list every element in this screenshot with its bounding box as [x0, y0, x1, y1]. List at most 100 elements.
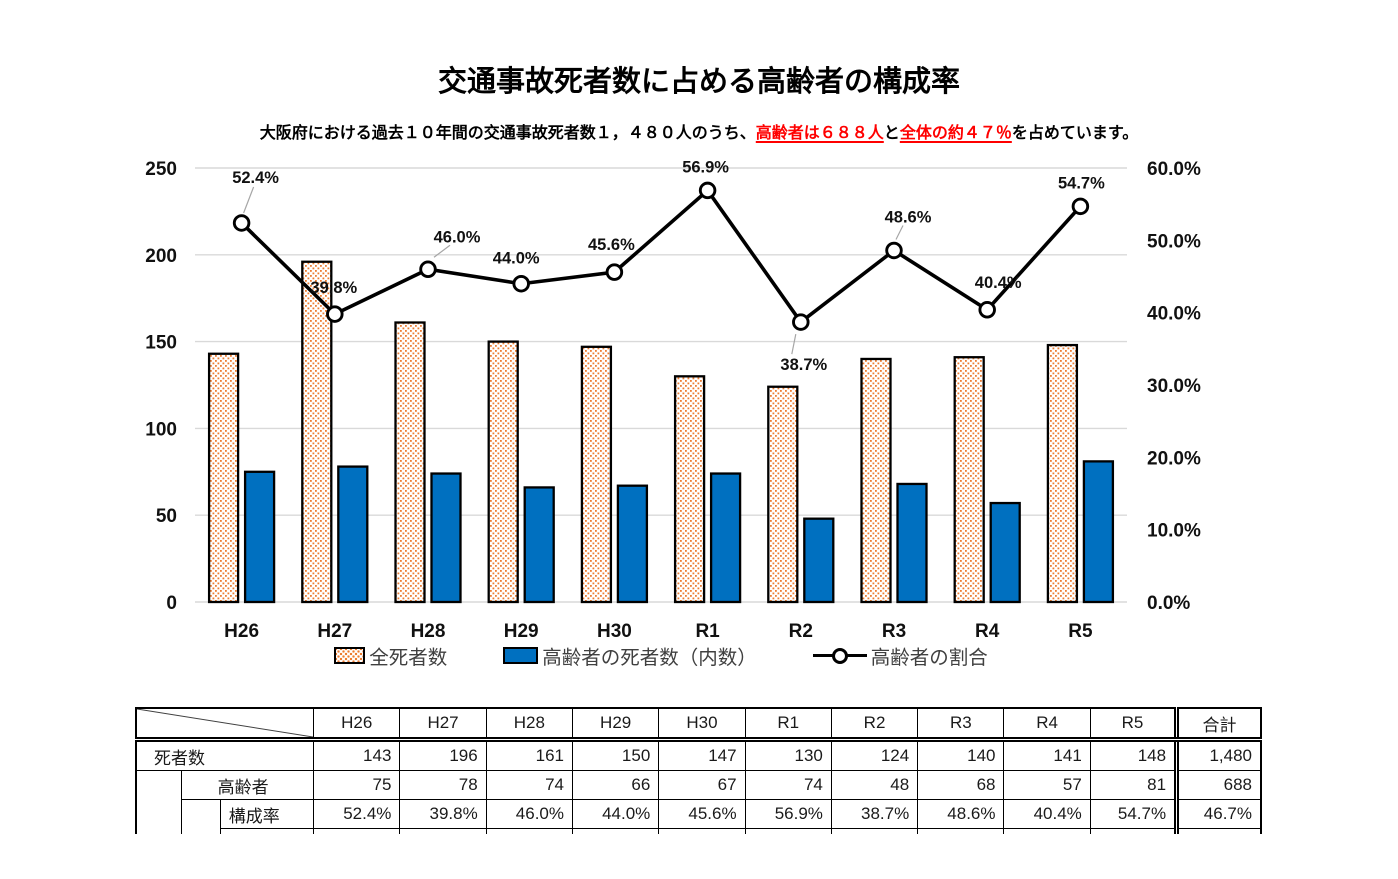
circle-marker-icon	[831, 647, 848, 664]
table-cell: 56.9%	[744, 799, 832, 829]
subtitle-suffix: を占めています。	[1011, 125, 1139, 142]
right-axis-tick: 10.0%	[1147, 521, 1201, 542]
label-leader-line	[895, 225, 904, 240]
table-cell	[1089, 828, 1178, 834]
left-axis-tick: 200	[145, 246, 177, 267]
data-label: 48.6%	[885, 208, 932, 226]
table-row: 構成率 52.4% 39.8% 46.0% 44.0% 45.6% 56.9% 38.7% 48…	[136, 799, 1263, 834]
table-cell: 1,480	[1174, 739, 1263, 771]
table-spacer-cell	[180, 799, 221, 834]
table-cell: 143	[313, 739, 401, 771]
legend-item-total-deaths: 全死者数	[334, 641, 447, 670]
total-deaths-bar	[207, 352, 240, 604]
diagonal-line-icon	[137, 709, 313, 737]
subtitle-highlight-percent: 全体の約４７％	[899, 125, 1012, 142]
total-deaths-bar	[580, 345, 613, 604]
total-deaths-swatch-icon	[334, 647, 366, 664]
table-cell: 78	[399, 770, 487, 800]
chart-legend: 全死者数 高齢者の死者数（内数） 高齢者の割合	[195, 641, 1127, 670]
table-cell: 140	[917, 739, 1005, 771]
line-marker	[885, 241, 903, 260]
left-axis-tick: 100	[145, 419, 177, 440]
table-cell	[485, 828, 574, 834]
right-axis-tick: 0.0%	[1147, 593, 1190, 614]
total-deaths-bar	[767, 385, 799, 604]
total-deaths-bar	[953, 356, 985, 604]
table-corner-cell	[135, 707, 315, 742]
table-cell: 130	[744, 739, 832, 771]
elderly-deaths-bar	[1082, 460, 1115, 604]
total-deaths-bar	[1046, 343, 1079, 604]
table-cell: 74	[744, 770, 832, 800]
elderly-deaths-bar	[803, 517, 835, 604]
legend-item-elderly-ratio: 高齢者の割合	[812, 641, 988, 670]
table-cell	[917, 828, 1005, 834]
label-leader-line	[433, 244, 451, 258]
data-label: 45.6%	[588, 236, 635, 254]
table-cell: 74	[485, 770, 574, 800]
data-table-container: H26 H27 H28 H29 H30 R1 R2 R3 R4 R5 合計 死者数 143 196 161 1…	[134, 707, 1263, 834]
x-axis-label: R4	[975, 621, 1000, 642]
line-marker-icon	[812, 647, 867, 665]
data-table: H26 H27 H28 H29 H30 R1 R2 R3 R4 R5 合計 死者数 143 196 161 1…	[134, 707, 1263, 834]
table-row-label: 死者数	[135, 739, 315, 771]
table-col-header: H27	[399, 707, 487, 742]
subtitle-prefix: 大阪府における過去１０年間の交通事故死者数１，４８０人のうち、	[259, 125, 756, 142]
table-cropped-row	[136, 828, 1263, 834]
bars	[207, 260, 1115, 604]
table-cell	[830, 828, 919, 834]
x-axis-label: R1	[695, 621, 720, 642]
label-leader-line	[791, 333, 797, 355]
total-deaths-bar	[860, 357, 892, 604]
table-header-row: H26 H27 H28 H29 H30 R1 R2 R3 R4 R5 合計	[135, 707, 1263, 742]
table-col-header: R4	[1003, 707, 1091, 742]
line-marker	[512, 274, 530, 293]
line-marker	[792, 313, 810, 331]
table-col-header: R1	[744, 707, 832, 742]
table-cell: 40.4%	[1003, 799, 1091, 829]
table-cell: 38.7%	[830, 799, 919, 829]
table-cell: 150	[571, 739, 660, 771]
left-axis-tick: 150	[145, 333, 177, 354]
table-cell: 161	[485, 739, 574, 771]
table-row-label: 高齢者	[180, 770, 315, 800]
right-axis-tick: 30.0%	[1147, 376, 1201, 397]
table-row-label: 構成率	[219, 799, 315, 829]
data-label: 52.4%	[232, 169, 279, 187]
table-cell: 39.8%	[399, 799, 487, 829]
right-axis-tick: 50.0%	[1147, 231, 1201, 252]
data-label: 44.0%	[493, 250, 540, 268]
x-axis-label: H29	[504, 621, 539, 642]
right-axis-tick: 40.0%	[1147, 304, 1201, 325]
line-marker	[419, 260, 437, 279]
data-label: 54.7%	[1058, 174, 1105, 192]
table-cell	[313, 828, 401, 834]
x-axis-label: H26	[224, 621, 259, 642]
table-cell: 52.4%	[313, 799, 401, 829]
table-cell	[219, 828, 315, 834]
data-label: 40.4%	[975, 274, 1022, 292]
elderly-deaths-bar	[989, 501, 1021, 604]
table-cell: 124	[830, 739, 919, 771]
table-cell: 46.0%	[485, 799, 574, 829]
right-axis-tick: 20.0%	[1147, 448, 1201, 469]
table-cell: 57	[1003, 770, 1091, 800]
elderly-deaths-bar	[616, 484, 649, 604]
percent-line-series	[232, 181, 1090, 355]
line-marker	[605, 263, 624, 281]
line-marker	[698, 181, 717, 200]
x-axis-label: R2	[789, 621, 813, 642]
total-deaths-bar	[301, 260, 333, 604]
table-cell: 148	[1089, 739, 1178, 771]
table-cell: 45.6%	[658, 799, 746, 829]
total-deaths-bar	[394, 321, 426, 604]
line-marker	[978, 301, 996, 319]
table-col-header: R5	[1089, 707, 1178, 742]
legend-item-elderly-deaths: 高齢者の死者数（内数）	[503, 641, 757, 670]
percent-line	[240, 187, 1082, 325]
legend-label: 高齢者の割合	[870, 647, 988, 669]
table-col-header: H26	[313, 707, 401, 742]
table-cell: 48	[830, 770, 919, 800]
table-cell: 147	[658, 739, 746, 771]
elderly-deaths-bar	[709, 472, 742, 604]
